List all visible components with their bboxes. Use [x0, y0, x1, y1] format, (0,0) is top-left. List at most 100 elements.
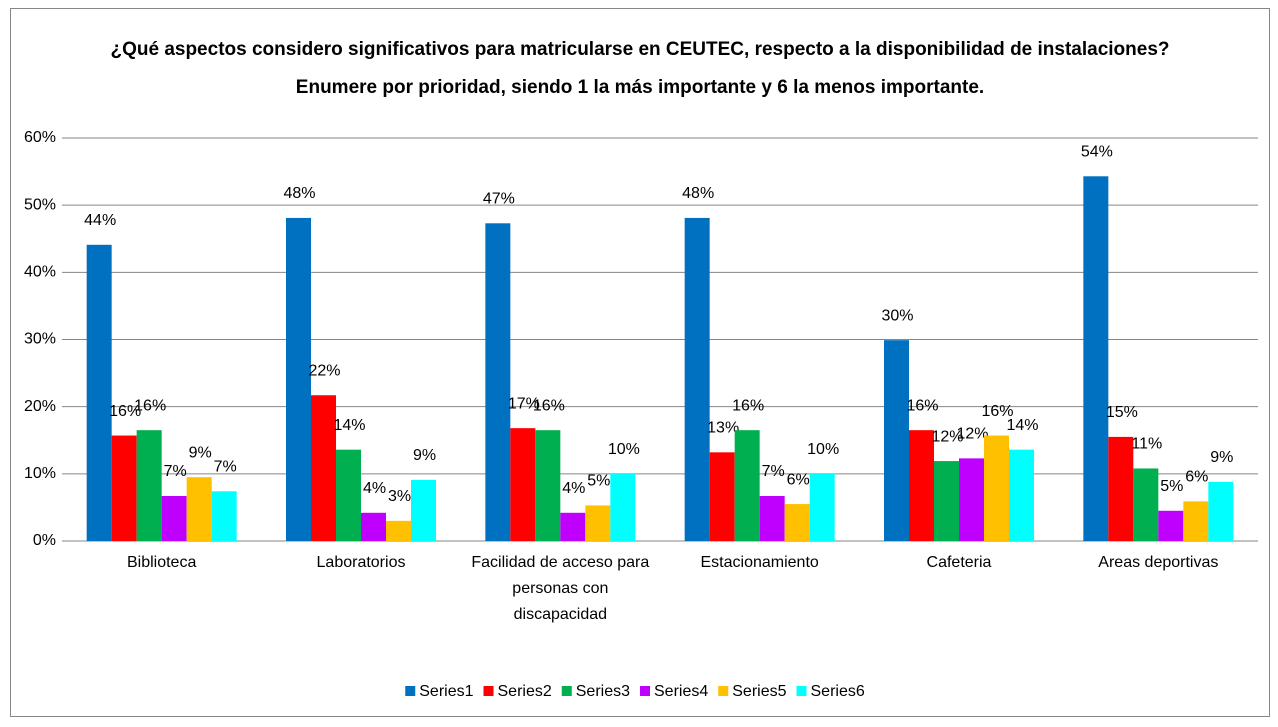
legend-swatch — [483, 686, 494, 696]
data-label: 16% — [732, 397, 764, 414]
y-tick-label: 20% — [24, 398, 56, 415]
bar — [1083, 176, 1109, 541]
data-label: 13% — [707, 420, 739, 437]
y-tick-label: 60% — [24, 129, 56, 146]
data-label: 4% — [562, 480, 585, 497]
data-label: 9% — [1210, 449, 1233, 466]
bar — [510, 428, 536, 541]
bar — [311, 395, 336, 541]
x-tick-label: Estacionamiento — [700, 554, 819, 571]
bar — [1133, 468, 1159, 541]
data-label: 7% — [214, 459, 237, 476]
legend-swatch — [640, 686, 650, 696]
x-tick-label: Cafeteria — [926, 554, 992, 571]
data-label: 5% — [587, 473, 610, 490]
bar — [136, 430, 162, 541]
bar — [1108, 436, 1134, 541]
bar — [560, 512, 586, 541]
legend-label: Series5 — [732, 683, 786, 700]
data-label: 3% — [388, 488, 411, 505]
y-tick-label: 30% — [24, 331, 56, 348]
bar — [535, 430, 561, 541]
data-label: 12% — [931, 428, 963, 445]
bar — [86, 244, 112, 542]
legend-label: Series4 — [654, 683, 708, 700]
data-label: 44% — [84, 212, 116, 229]
bar — [585, 505, 611, 541]
data-label: 16% — [981, 403, 1013, 420]
data-label: 54% — [1081, 144, 1113, 161]
bar — [909, 430, 934, 541]
y-tick-label: 0% — [33, 532, 56, 549]
bar — [161, 495, 187, 541]
data-label: 6% — [1185, 469, 1208, 486]
legend-swatch — [405, 686, 416, 696]
data-label: 4% — [363, 480, 386, 497]
bar — [361, 512, 386, 541]
data-label: 22% — [308, 362, 340, 379]
bar — [709, 452, 735, 541]
data-label: 48% — [682, 185, 714, 202]
legend-swatch — [796, 686, 807, 696]
bar — [1009, 449, 1034, 541]
data-label: 9% — [413, 447, 436, 464]
data-label: 16% — [109, 403, 141, 420]
bar — [286, 217, 311, 541]
data-label: 16% — [134, 397, 166, 414]
bar — [1208, 481, 1234, 541]
data-label: 11% — [1131, 436, 1162, 453]
bar — [336, 449, 361, 541]
bar — [984, 435, 1009, 541]
bar — [809, 473, 835, 541]
bar — [934, 461, 959, 541]
chart-title: ¿Qué aspectos considero significativos p… — [110, 39, 1169, 60]
data-label: 7% — [762, 463, 785, 480]
x-tick-label: Laboratorios — [316, 554, 406, 571]
data-label: 17% — [508, 395, 540, 412]
bar — [734, 430, 760, 541]
legend-swatch — [718, 686, 729, 696]
data-label: 12% — [956, 426, 988, 443]
bar — [759, 495, 785, 541]
y-tick-label: 50% — [24, 196, 56, 213]
chart-title: Enumere por prioridad, siendo 1 la más i… — [296, 77, 984, 98]
bar — [884, 340, 909, 541]
legend-swatch — [561, 686, 572, 696]
bar — [784, 504, 810, 541]
data-label: 16% — [906, 397, 938, 414]
y-tick-label: 40% — [24, 264, 56, 281]
bar — [610, 473, 636, 541]
x-tick-label: Biblioteca — [126, 554, 197, 571]
bar — [186, 477, 212, 541]
data-label: 5% — [1160, 478, 1183, 495]
bar — [411, 479, 436, 541]
bar — [1158, 510, 1184, 541]
data-label: 7% — [164, 463, 187, 480]
legend-label: Series3 — [576, 683, 630, 700]
data-label: 6% — [787, 471, 810, 488]
data-label: 14% — [1006, 417, 1038, 434]
bar — [111, 435, 137, 541]
bar — [684, 217, 710, 541]
data-label: 14% — [333, 417, 365, 434]
data-label: 10% — [608, 441, 640, 458]
data-label: 15% — [1106, 404, 1138, 421]
data-label: 47% — [483, 191, 515, 208]
data-label: 9% — [189, 444, 212, 461]
data-label: 16% — [533, 397, 565, 414]
bar — [1183, 501, 1209, 541]
bar — [386, 520, 411, 541]
data-label: 30% — [881, 307, 913, 324]
data-label: 48% — [283, 185, 315, 202]
x-tick-label: Facilidad de acceso para personas con di… — [471, 554, 650, 623]
x-tick-label: Areas deportivas — [1098, 554, 1219, 571]
bar — [959, 458, 984, 541]
bar — [211, 491, 237, 541]
legend-label: Series1 — [419, 683, 473, 700]
legend-label: Series2 — [498, 683, 552, 700]
y-tick-label: 10% — [24, 465, 56, 482]
data-label: 10% — [807, 441, 839, 458]
chart-frame — [10, 8, 1270, 717]
